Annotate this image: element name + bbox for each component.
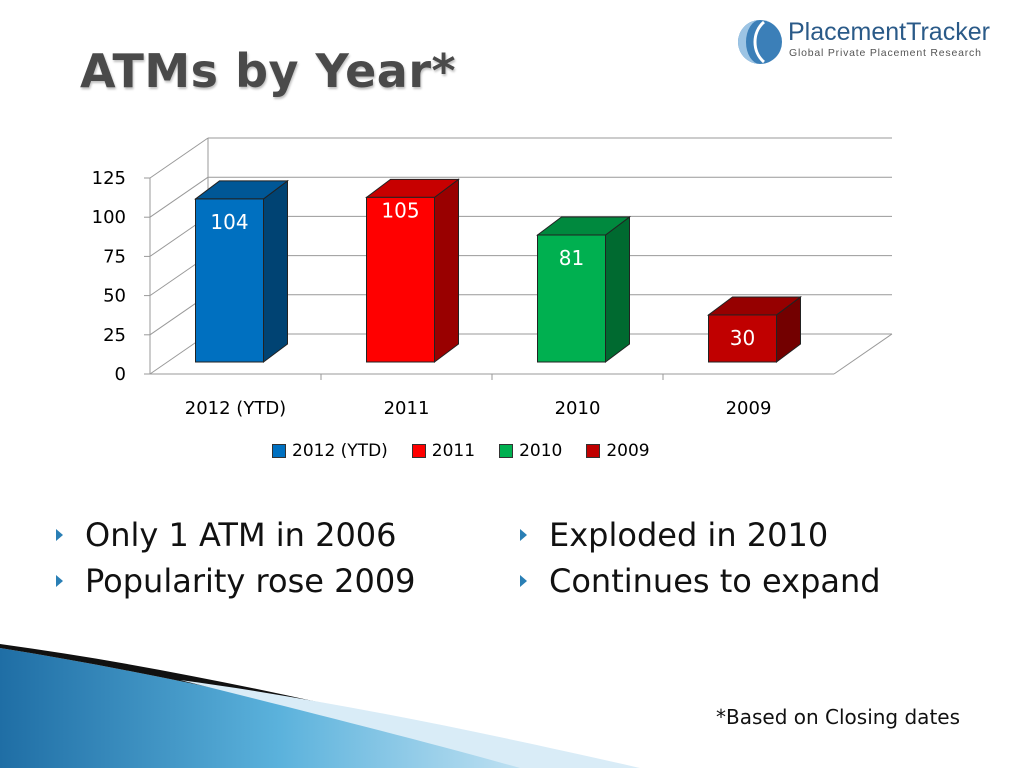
- x-category-label: 2009: [726, 398, 772, 419]
- gridline-diagonal: [149, 176, 209, 218]
- bullet-arrow-icon: [520, 575, 527, 587]
- bar-side: [263, 179, 288, 363]
- bullet-arrow-icon: [56, 575, 63, 587]
- legend-swatch-1: [411, 444, 426, 458]
- bar: [537, 234, 606, 363]
- legend-swatch-0: [272, 444, 286, 458]
- y-tick-label: 0: [115, 364, 126, 385]
- y-tick-label: 100: [92, 207, 126, 228]
- legend-label: 2009: [606, 441, 650, 461]
- x-category-label: 2011: [384, 398, 430, 419]
- slide-title: ATMs by Year*: [80, 44, 457, 98]
- y-tick-label: 75: [103, 246, 126, 267]
- logo-tagline: Global Private Placement Research: [789, 47, 982, 59]
- bullet-arrow-icon: [520, 529, 527, 541]
- bar: [708, 314, 777, 363]
- bullet-item: Exploded in 2010: [520, 512, 881, 558]
- bullet-list-right: Exploded in 2010 Continues to expand: [520, 512, 881, 604]
- chart-legend: 2012 (YTD) 2011 2010 2009: [272, 441, 650, 461]
- legend-item: 2010: [499, 441, 562, 461]
- legend-swatch-2: [499, 444, 514, 458]
- footnote: *Based on Closing dates: [716, 705, 961, 729]
- x-category-label: 2012 (YTD): [185, 398, 286, 419]
- bar-data-label: 105: [381, 198, 419, 222]
- legend-label: 2012 (YTD): [292, 441, 388, 461]
- legend-swatch-3: [586, 444, 601, 458]
- bullet-text: Continues to expand: [549, 562, 881, 600]
- bullet-arrow-icon: [56, 529, 63, 541]
- y-tick-label: 50: [103, 286, 126, 307]
- placementtracker-logo: PlacementTracker Global Private Placemen…: [734, 16, 1014, 68]
- bullet-text: Popularity rose 2009: [85, 562, 416, 600]
- logo-brand: PlacementTracker: [788, 18, 990, 46]
- bullet-text: Exploded in 2010: [549, 516, 829, 554]
- bar-data-label: 104: [210, 210, 248, 234]
- bar-side: [434, 178, 459, 363]
- bullet-text: Only 1 ATM in 2006: [85, 516, 397, 554]
- bar-data-label: 81: [559, 246, 584, 270]
- legend-label: 2010: [519, 441, 563, 461]
- bullet-list-left: Only 1 ATM in 2006 Popularity rose 2009: [56, 512, 416, 604]
- atm-bar-chart: 0 25 50 75 100 125 104 2012 (YTD) 105 2011 81 2010 3…: [92, 137, 893, 419]
- legend-item: 2011: [411, 441, 476, 461]
- bar-side: [605, 215, 630, 363]
- logo-globe-icon: [738, 20, 782, 64]
- bullet-item: Only 1 ATM in 2006: [56, 512, 416, 558]
- bullet-item: Continues to expand: [520, 558, 881, 604]
- x-category-label: 2010: [555, 398, 601, 419]
- floor-right-edge: [833, 333, 893, 375]
- y-tick-label: 25: [103, 325, 126, 346]
- legend-label: 2011: [431, 441, 476, 461]
- y-tick-label: 125: [92, 168, 126, 189]
- gridline-diagonal: [149, 137, 209, 179]
- bar-data-label: 30: [730, 326, 755, 350]
- bar: [366, 196, 435, 363]
- decorative-swoosh: [0, 644, 640, 768]
- bar: [195, 198, 264, 363]
- bullet-item: Popularity rose 2009: [56, 558, 416, 604]
- legend-item: 2009: [586, 441, 650, 461]
- legend-item: 2012 (YTD): [272, 441, 388, 461]
